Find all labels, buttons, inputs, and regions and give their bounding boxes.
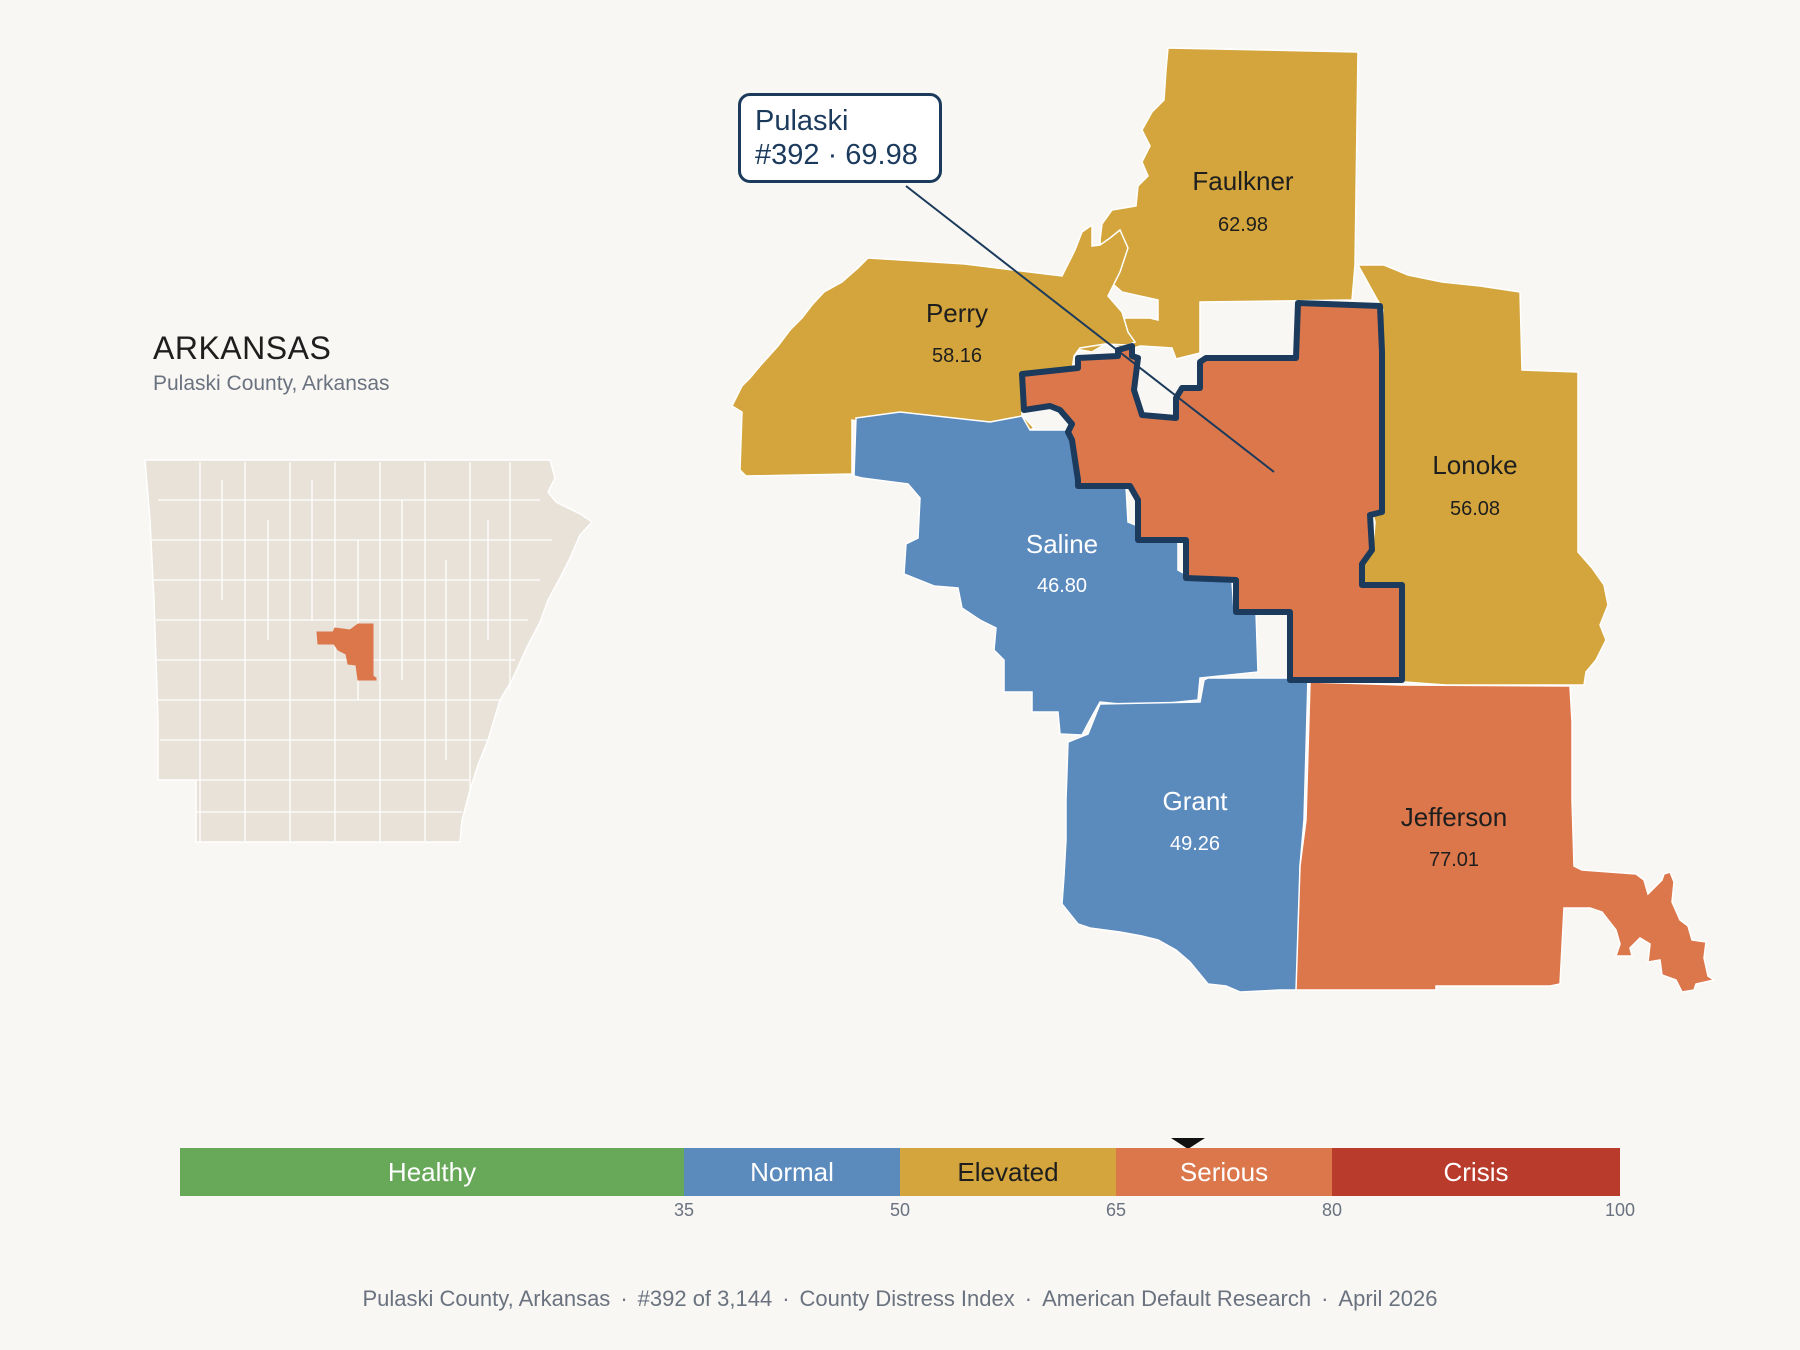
county-labels: Faulkner 62.98 Perry 58.16 Lonoke 56.08 … — [926, 166, 1518, 871]
footer-county: Pulaski County, Arkansas — [362, 1286, 611, 1311]
callout-county-name: Pulaski — [755, 105, 849, 137]
county-label-grant-score: 49.26 — [1170, 833, 1220, 855]
county-label-saline-score: 46.80 — [1037, 575, 1087, 597]
county-label-perry-score: 58.16 — [932, 345, 982, 367]
scale-tick-100: 100 — [1604, 1200, 1636, 1220]
county-label-jefferson-score: 77.01 — [1429, 849, 1479, 871]
county-label-faulkner-score: 62.98 — [1218, 214, 1268, 236]
scale-segment-normal: Normal — [684, 1148, 900, 1196]
scale-segment-serious: Serious — [1116, 1148, 1332, 1196]
distress-scale-bar: Healthy Normal Elevated Serious Crisis — [180, 1148, 1620, 1196]
county-label-lonoke-score: 56.08 — [1450, 498, 1500, 520]
scale-tick-50: 50 — [889, 1200, 911, 1220]
county-label-faulkner-name: Faulkner — [1192, 166, 1293, 196]
locator-pulaski-highlight — [316, 623, 377, 681]
footer-source: American Default Research — [1042, 1286, 1312, 1311]
county-grant[interactable] — [1061, 677, 1309, 993]
county-label-lonoke-name: Lonoke — [1432, 450, 1517, 480]
county-label-perry-name: Perry — [926, 298, 988, 328]
selected-county-callout: Pulaski #392 · 69.98 — [738, 93, 942, 183]
scale-tick-65: 65 — [1105, 1200, 1127, 1220]
county-pulaski-selected[interactable] — [1019, 300, 1405, 683]
footer-caption: Pulaski County, Arkansas · #392 of 3,144 · C… — [362, 1286, 1438, 1311]
scale-segment-healthy: Healthy — [180, 1148, 684, 1196]
county-faulkner[interactable] — [1069, 47, 1359, 360]
locator-map — [144, 459, 594, 843]
county-subtitle: Pulaski County, Arkansas — [153, 372, 390, 395]
callout-leader-line — [905, 185, 1275, 473]
county-perry[interactable] — [731, 223, 1137, 477]
footer-index: County Distress Index — [799, 1286, 1015, 1311]
county-map — [731, 47, 1716, 993]
county-label-jefferson-name: Jefferson — [1401, 802, 1507, 832]
scale-marker-icon — [1170, 1138, 1205, 1149]
county-jefferson[interactable] — [1295, 681, 1716, 993]
county-label-grant-name: Grant — [1162, 786, 1228, 816]
scale-segment-elevated: Elevated — [900, 1148, 1116, 1196]
locator-county-grid — [152, 462, 552, 842]
scale-segment-crisis: Crisis — [1332, 1148, 1620, 1196]
callout-rank-score: #392 · 69.98 — [755, 139, 918, 171]
scale-tick-35: 35 — [673, 1200, 695, 1220]
scale-tick-80: 80 — [1321, 1200, 1343, 1220]
footer-date: April 2026 — [1338, 1286, 1438, 1311]
state-title: ARKANSAS — [153, 330, 332, 366]
footer-rank: #392 of 3,144 — [637, 1286, 773, 1311]
county-label-saline-name: Saline — [1026, 529, 1098, 559]
